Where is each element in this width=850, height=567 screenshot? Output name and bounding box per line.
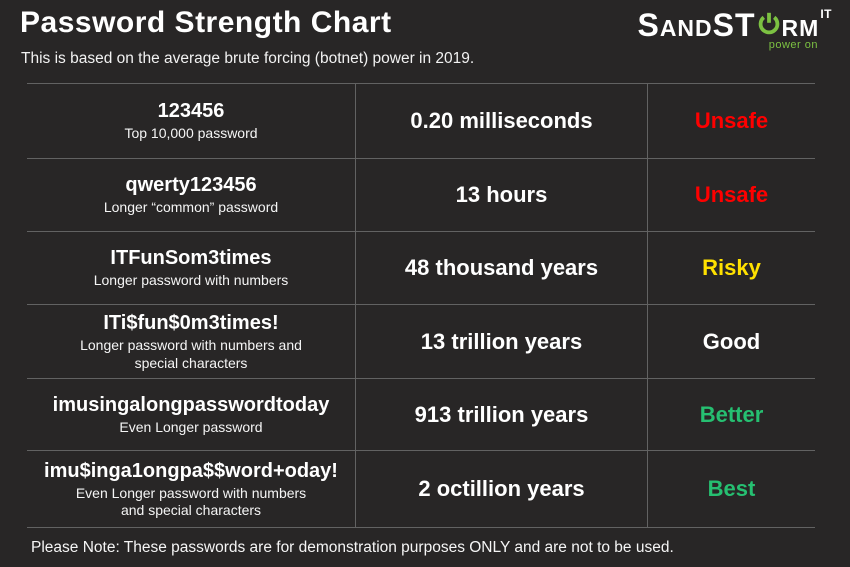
password-cell: ITFunSom3times Longer password with numb… <box>27 232 355 304</box>
crack-time-text: 13 hours <box>455 182 548 207</box>
logo-superscript: IT <box>820 7 832 21</box>
password-description: Even Longer password with numbers and sp… <box>75 484 307 519</box>
rating-cell: Good <box>647 305 815 378</box>
table-row: 123456 Top 10,000 password 0.20 millisec… <box>27 83 815 158</box>
password-cell: imu$inga1ongpa$$word+oday! Even Longer p… <box>27 451 355 527</box>
page-title: Password Strength Chart <box>20 6 392 39</box>
password-text: imusingalongpasswordtoday <box>52 393 330 416</box>
time-cell: 913 trillion years <box>355 379 647 450</box>
crack-time-text: 48 thousand years <box>404 255 599 280</box>
table-row: imu$inga1ongpa$$word+oday! Even Longer p… <box>27 450 815 528</box>
rating-cell: Best <box>647 451 815 527</box>
password-description: Even Longer password <box>119 418 263 435</box>
password-text: ITFunSom3times <box>110 247 272 270</box>
password-description: Longer “common” password <box>103 199 279 216</box>
password-description: Top 10,000 password <box>124 125 258 142</box>
password-description: Longer password with numbers <box>93 272 289 289</box>
password-cell: imusingalongpasswordtoday Even Longer pa… <box>27 379 355 450</box>
logo-letter-group: ST <box>712 7 756 43</box>
table-row: ITFunSom3times Longer password with numb… <box>27 231 815 304</box>
table-row: qwerty123456 Longer “common” password 13… <box>27 158 815 231</box>
password-cell: qwerty123456 Longer “common” password <box>27 159 355 231</box>
rating-cell: Unsafe <box>647 159 815 231</box>
logo-letter-group: RM <box>781 15 820 41</box>
sandstorm-logo-text: S AND ST RM IT <box>637 7 832 43</box>
time-cell: 0.20 milliseconds <box>355 84 647 158</box>
time-cell: 48 thousand years <box>355 232 647 304</box>
password-cell: 123456 Top 10,000 password <box>27 84 355 158</box>
crack-time-text: 913 trillion years <box>414 401 589 427</box>
table-row: imusingalongpasswordtoday Even Longer pa… <box>27 378 815 450</box>
power-icon <box>758 12 779 35</box>
page-subtitle: This is based on the average brute forci… <box>21 50 475 67</box>
sandstorm-logo: S AND ST RM IT power on <box>637 7 832 51</box>
table-row: ITi$fun$0m3times! Longer password with n… <box>27 304 815 378</box>
password-text: ITi$fun$0m3times! <box>103 312 279 334</box>
crack-time-text: 13 trillion years <box>420 328 583 354</box>
password-text: qwerty123456 <box>125 174 257 197</box>
password-text: 123456 <box>157 100 225 123</box>
rating-cell: Better <box>647 379 815 450</box>
time-cell: 13 trillion years <box>355 305 647 378</box>
password-strength-table: 123456 Top 10,000 password 0.20 millisec… <box>27 83 815 528</box>
rating-cell: Risky <box>647 232 815 304</box>
password-cell: ITi$fun$0m3times! Longer password with n… <box>27 305 355 378</box>
footer-note: Please Note: These passwords are for dem… <box>31 539 674 556</box>
crack-time-text: 2 octillion years <box>418 476 585 501</box>
crack-time-text: 0.20 milliseconds <box>410 108 593 133</box>
logo-tagline: power on <box>768 39 818 51</box>
password-text: imu$inga1ongpa$$word+oday! <box>44 459 338 482</box>
time-cell: 13 hours <box>355 159 647 231</box>
logo-letter-group: S <box>637 7 660 43</box>
rating-cell: Unsafe <box>647 84 815 158</box>
password-description: Longer password with numbers and special… <box>80 337 302 371</box>
logo-letter-group: AND <box>659 15 713 41</box>
time-cell: 2 octillion years <box>355 451 647 527</box>
